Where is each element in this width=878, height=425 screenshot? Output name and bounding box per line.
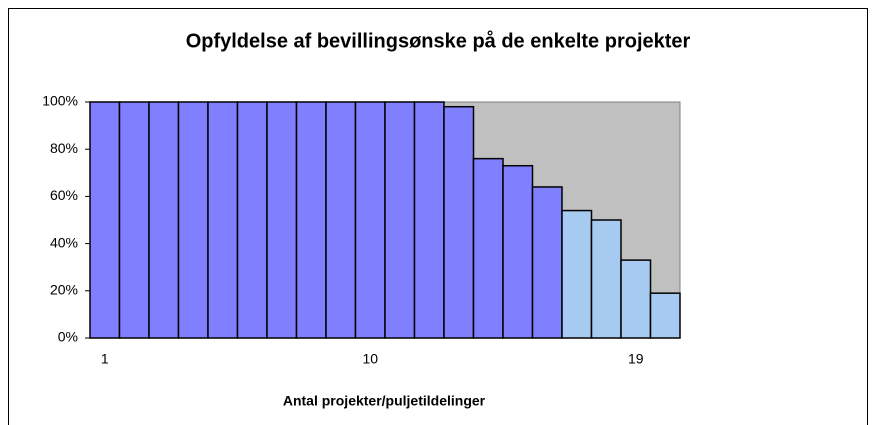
- bar: [590, 219, 622, 339]
- bar: [207, 101, 239, 339]
- y-tick-label: 0%: [58, 329, 78, 345]
- bar: [148, 101, 180, 339]
- x-tick-label: 10: [362, 351, 378, 367]
- bar: [531, 186, 563, 339]
- bar: [443, 105, 475, 339]
- y-tick-label: 60%: [50, 187, 78, 203]
- y-tick-label: 100%: [42, 93, 78, 109]
- bar: [502, 164, 534, 339]
- y-tick-label: 80%: [50, 140, 78, 156]
- y-tick-label: 20%: [50, 282, 78, 298]
- bar: [561, 209, 593, 339]
- bar: [620, 259, 652, 339]
- chart-title: Opfyldelse af bevillingsønske på de enke…: [186, 29, 691, 52]
- bar: [384, 101, 416, 339]
- bar: [413, 101, 445, 339]
- x-tick-label: 19: [628, 351, 644, 367]
- bar: [472, 157, 504, 339]
- bar: [649, 292, 681, 339]
- bar: [354, 101, 386, 339]
- x-tick-label: 1: [101, 351, 109, 367]
- bar: [295, 101, 327, 339]
- y-tick-label: 40%: [50, 234, 78, 250]
- bar: [236, 101, 268, 339]
- bar: [118, 101, 150, 339]
- bar: [177, 101, 209, 339]
- bar: [325, 101, 357, 339]
- bar: [266, 101, 298, 339]
- x-axis-label: Antal projekter/puljetildelinger: [283, 393, 486, 409]
- bar: [89, 101, 121, 339]
